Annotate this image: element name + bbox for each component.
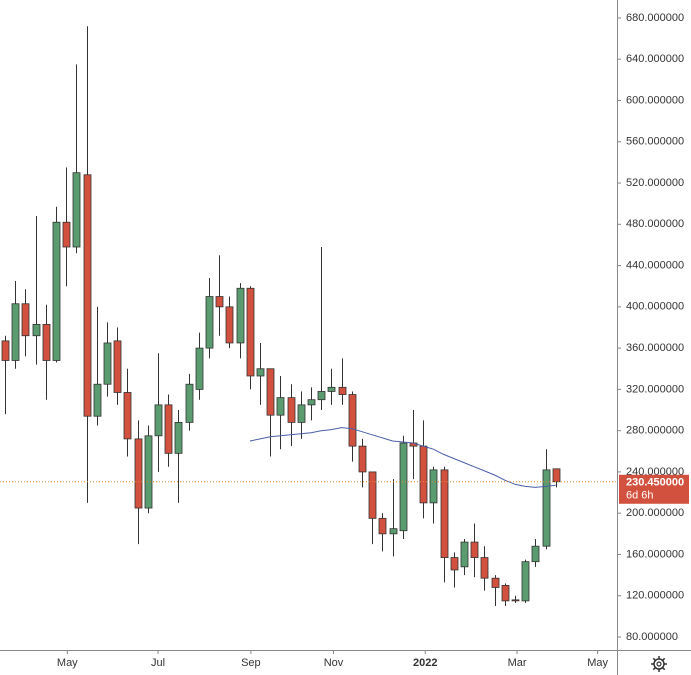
candle-body <box>378 517 387 535</box>
y-tick-label: 200.000000 <box>626 507 684 519</box>
candle-body <box>307 399 316 406</box>
candle-body <box>123 392 132 440</box>
candle-body <box>521 561 530 602</box>
y-tick-label: 440.000000 <box>626 259 684 271</box>
candle-body <box>460 541 469 568</box>
candle-body <box>93 383 102 417</box>
candle-body <box>511 599 520 602</box>
x-tick-label: 2022 <box>413 657 437 669</box>
candle-body <box>542 469 551 547</box>
candle-body <box>215 296 224 308</box>
candle-body <box>327 386 336 392</box>
candle-body <box>552 468 561 483</box>
candle-body <box>368 471 377 519</box>
candle-body <box>205 296 214 349</box>
candle-body <box>429 469 438 504</box>
candle-body <box>72 172 81 248</box>
moving-average-line <box>249 427 556 488</box>
candle-body <box>317 391 326 401</box>
candle-body <box>287 397 296 423</box>
candle-body <box>52 221 61 361</box>
y-tick-label: 560.000000 <box>626 136 684 148</box>
candle-body <box>1 340 10 361</box>
candle-body <box>419 445 428 504</box>
candle-body <box>256 368 265 377</box>
candle-body <box>266 368 275 416</box>
candle-body <box>195 347 204 390</box>
y-tick-label: 480.000000 <box>626 218 684 230</box>
candle-body <box>154 404 163 437</box>
candle-body <box>440 469 449 558</box>
candle-body <box>491 577 500 588</box>
y-tick-label: 80.000000 <box>626 631 678 643</box>
y-tick-label: 520.000000 <box>626 177 684 189</box>
candle-body <box>134 438 143 509</box>
candle-body <box>246 287 255 377</box>
candle-body <box>62 221 71 248</box>
candle-body <box>470 541 479 558</box>
candle-body <box>83 174 92 417</box>
candle-body <box>480 557 489 579</box>
candle-body <box>236 287 245 344</box>
candle-body <box>174 421 183 454</box>
y-tick-label: 120.000000 <box>626 590 684 602</box>
candle-body <box>389 528 398 535</box>
candle-body <box>113 340 122 393</box>
candle-body <box>338 386 347 395</box>
settings-icon[interactable] <box>651 656 667 672</box>
x-tick-label: Nov <box>324 657 344 669</box>
candle-body <box>501 585 510 602</box>
y-tick-label: 680.000000 <box>626 12 684 24</box>
x-tick-label: Mar <box>508 657 527 669</box>
candle-body <box>42 323 51 361</box>
y-tick-label: 320.000000 <box>626 383 684 395</box>
candle-body <box>144 435 153 509</box>
candle-body <box>185 383 194 423</box>
candle-body <box>450 557 459 571</box>
y-tick-label: 640.000000 <box>626 53 684 65</box>
candle-body <box>21 303 30 337</box>
last-price-box <box>619 474 689 504</box>
candle-body <box>348 394 357 447</box>
y-tick-label: 160.000000 <box>626 548 684 560</box>
y-tick-label: 600.000000 <box>626 94 684 106</box>
x-tick-label: May <box>57 657 78 669</box>
y-tick-label: 280.000000 <box>626 425 684 437</box>
x-tick-label: May <box>587 657 608 669</box>
countdown-label: 6d 6h <box>626 490 654 502</box>
x-tick-label: Jul <box>151 657 165 669</box>
x-tick-label: Sep <box>241 657 261 669</box>
candle-body <box>103 342 112 385</box>
candle-body <box>358 445 367 473</box>
candle-body <box>225 306 234 344</box>
candle-body <box>11 303 20 361</box>
y-tick-label: 360.000000 <box>626 342 684 354</box>
y-tick-label: 400.000000 <box>626 301 684 313</box>
last-price-label: 230.450000 <box>626 477 684 489</box>
candle-body <box>164 404 173 454</box>
candle-body <box>297 404 306 423</box>
candle-body <box>276 397 285 416</box>
candle-body <box>32 323 41 337</box>
candle-body <box>399 442 408 532</box>
candle-body <box>531 545 540 563</box>
